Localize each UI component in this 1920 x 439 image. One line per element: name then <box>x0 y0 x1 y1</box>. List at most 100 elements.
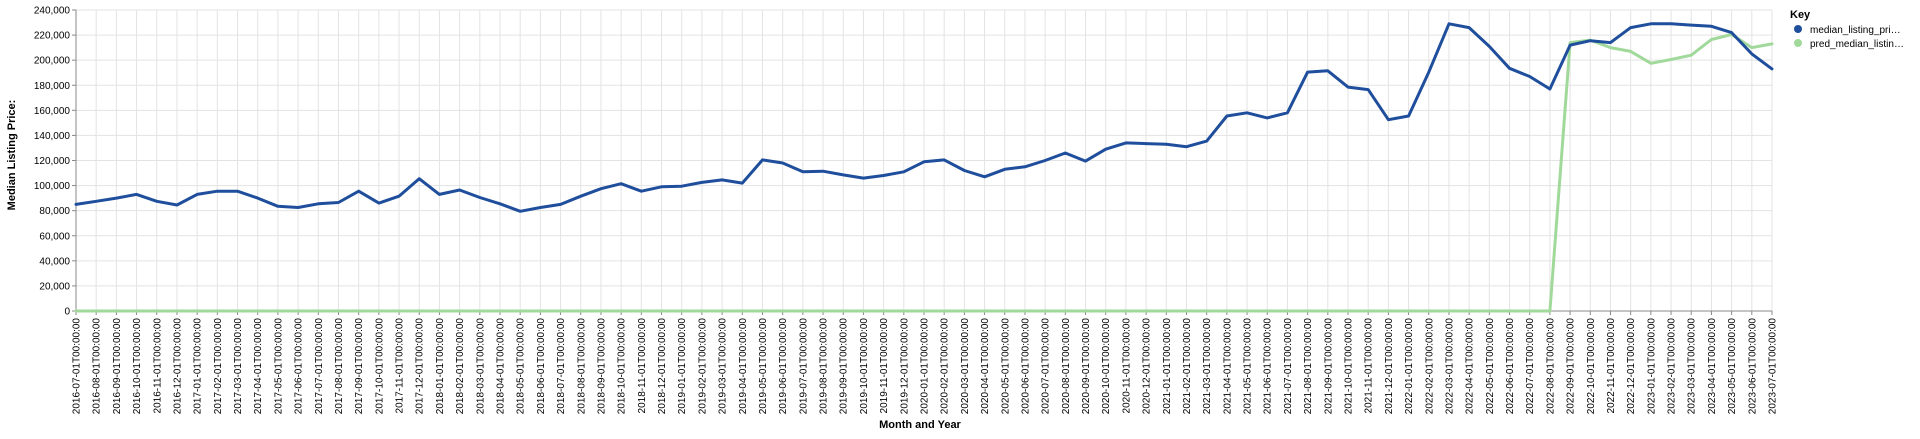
x-tick-label: 2020-05-01T00:00:00 <box>1000 318 1011 415</box>
x-tick-label: 2019-12-01T00:00:00 <box>899 318 910 415</box>
x-tick-label: 2021-12-01T00:00:00 <box>1384 318 1395 415</box>
x-axis-title: Month and Year <box>879 419 961 431</box>
y-tick-label: 240,000 <box>34 6 71 17</box>
legend-swatch <box>1794 25 1802 33</box>
x-tick-label: 2017-03-01T00:00:00 <box>233 318 244 415</box>
x-tick-label: 2021-05-01T00:00:00 <box>1243 318 1254 415</box>
y-tick-label: 220,000 <box>34 31 71 42</box>
x-tick-label: 2017-10-01T00:00:00 <box>374 318 385 415</box>
x-tick-label: 2017-07-01T00:00:00 <box>314 318 325 415</box>
x-tick-label: 2021-04-01T00:00:00 <box>1222 318 1233 415</box>
legend-swatch <box>1794 39 1802 47</box>
x-tick-label: 2023-06-01T00:00:00 <box>1747 318 1758 415</box>
y-tick-label: 60,000 <box>39 231 70 242</box>
x-tick-label: 2021-06-01T00:00:00 <box>1263 318 1274 415</box>
x-tick-label: 2022-10-01T00:00:00 <box>1586 318 1597 415</box>
x-tick-label: 2016-09-01T00:00:00 <box>112 318 123 415</box>
y-tick-label: 0 <box>64 307 70 318</box>
x-tick-label: 2018-10-01T00:00:00 <box>617 318 628 415</box>
x-tick-label: 2021-01-01T00:00:00 <box>1162 318 1173 415</box>
legend-title: Key <box>1790 9 1811 21</box>
x-tick-label: 2019-11-01T00:00:00 <box>879 318 890 414</box>
x-tick-label: 2022-08-01T00:00:00 <box>1545 318 1556 415</box>
x-tick-label: 2022-03-01T00:00:00 <box>1444 318 1455 415</box>
x-tick-label: 2018-02-01T00:00:00 <box>455 318 466 415</box>
y-tick-label: 120,000 <box>34 156 71 167</box>
y-tick-label: 180,000 <box>34 81 71 92</box>
x-tick-label: 2022-09-01T00:00:00 <box>1566 318 1577 415</box>
x-tick-label: 2020-02-01T00:00:00 <box>940 318 951 415</box>
x-tick-label: 2019-03-01T00:00:00 <box>718 318 729 415</box>
x-tick-label: 2020-03-01T00:00:00 <box>960 318 971 415</box>
legend-label: median_listing_pri… <box>1810 25 1901 36</box>
x-tick-label: 2020-12-01T00:00:00 <box>1142 318 1153 415</box>
series-line-pred-median-listing-price <box>74 33 1774 313</box>
x-tick-label: 2020-11-01T00:00:00 <box>1121 318 1132 414</box>
legend-label: pred_median_listin… <box>1810 39 1904 50</box>
x-tick-label: 2018-12-01T00:00:00 <box>657 318 668 415</box>
x-tick-label: 2022-12-01T00:00:00 <box>1626 318 1637 415</box>
legend-items: median_listing_pri… pred_median_listin… <box>1794 25 1904 50</box>
x-tick-label: 2018-07-01T00:00:00 <box>556 318 567 415</box>
x-tick-label: 2019-01-01T00:00:00 <box>677 318 688 415</box>
x-tick-label: 2017-11-01T00:00:00 <box>395 318 406 414</box>
x-tick-label: 2017-01-01T00:00:00 <box>193 318 204 415</box>
x-tick-label: 2021-08-01T00:00:00 <box>1303 318 1314 415</box>
x-tick-label: 2017-06-01T00:00:00 <box>294 318 305 415</box>
x-tick-label: 2018-11-01T00:00:00 <box>637 318 648 414</box>
x-tick-label: 2018-09-01T00:00:00 <box>596 318 607 415</box>
x-tick-label: 2017-04-01T00:00:00 <box>253 318 264 415</box>
x-tick-label: 2019-09-01T00:00:00 <box>839 318 850 415</box>
x-tick-label: 2021-07-01T00:00:00 <box>1283 318 1294 415</box>
x-tick-label: 2016-07-01T00:00:00 <box>72 318 83 415</box>
x-tick-label: 2016-10-01T00:00:00 <box>132 318 143 415</box>
y-tick-label: 100,000 <box>34 181 71 192</box>
x-tick-label: 2019-02-01T00:00:00 <box>697 318 708 415</box>
y-tick-label: 80,000 <box>39 206 70 217</box>
x-tick-label: 2020-09-01T00:00:00 <box>1081 318 1092 415</box>
y-tick-label: 20,000 <box>39 281 70 292</box>
axes: 0 20,000 40,000 60,000 80,000 100,000 120,000 1… <box>34 6 1779 415</box>
x-tick-label: 2022-05-01T00:00:00 <box>1485 318 1496 415</box>
y-tick-label: 160,000 <box>34 106 71 117</box>
x-tick-label: 2019-04-01T00:00:00 <box>738 318 749 415</box>
x-tick-label: 2023-04-01T00:00:00 <box>1707 318 1718 415</box>
x-tick-label: 2022-06-01T00:00:00 <box>1505 318 1516 415</box>
x-tick-label: 2020-07-01T00:00:00 <box>1041 318 1052 415</box>
x-tick-label: 2020-08-01T00:00:00 <box>1061 318 1072 415</box>
x-tick-label: 2017-08-01T00:00:00 <box>334 318 345 415</box>
x-tick-label: 2019-10-01T00:00:00 <box>859 318 870 415</box>
gridlines <box>75 9 1773 312</box>
x-tick-label: 2021-11-01T00:00:00 <box>1364 318 1375 414</box>
x-tick-label: 2021-03-01T00:00:00 <box>1202 318 1213 415</box>
x-tick-label: 2023-03-01T00:00:00 <box>1687 318 1698 415</box>
x-tick-label: 2023-07-01T00:00:00 <box>1768 318 1779 415</box>
x-tick-label: 2021-02-01T00:00:00 <box>1182 318 1193 415</box>
series-line-median-listing-price <box>74 22 1774 213</box>
x-tick-label: 2019-08-01T00:00:00 <box>819 318 830 415</box>
x-tick-label: 2018-04-01T00:00:00 <box>496 318 507 415</box>
series-lines <box>74 22 1774 313</box>
x-tick-label: 2016-08-01T00:00:00 <box>92 318 103 415</box>
x-tick-label: 2017-05-01T00:00:00 <box>273 318 284 415</box>
y-tick-label: 140,000 <box>34 131 71 142</box>
x-tick-label: 2017-09-01T00:00:00 <box>354 318 365 415</box>
x-tick-label: 2021-10-01T00:00:00 <box>1344 318 1355 415</box>
x-tick-label: 2018-01-01T00:00:00 <box>435 318 446 415</box>
y-tick-label: 40,000 <box>39 256 70 267</box>
x-tick-label: 2019-07-01T00:00:00 <box>798 318 809 415</box>
x-tick-label: 2022-04-01T00:00:00 <box>1465 318 1476 415</box>
x-tick-label: 2018-05-01T00:00:00 <box>516 318 527 415</box>
x-tick-label: 2016-11-01T00:00:00 <box>152 318 163 414</box>
x-tick-label: 2017-12-01T00:00:00 <box>415 318 426 415</box>
x-tick-label: 2019-05-01T00:00:00 <box>758 318 769 415</box>
x-tick-label: 2022-02-01T00:00:00 <box>1424 318 1435 415</box>
x-tick-label: 2021-09-01T00:00:00 <box>1323 318 1334 415</box>
x-tick-label: 2022-01-01T00:00:00 <box>1404 318 1415 415</box>
x-tick-label: 2018-08-01T00:00:00 <box>576 318 587 415</box>
x-tick-label: 2023-05-01T00:00:00 <box>1727 318 1738 415</box>
x-tick-label: 2022-07-01T00:00:00 <box>1525 318 1536 415</box>
x-tick-label: 2018-06-01T00:00:00 <box>536 318 547 415</box>
